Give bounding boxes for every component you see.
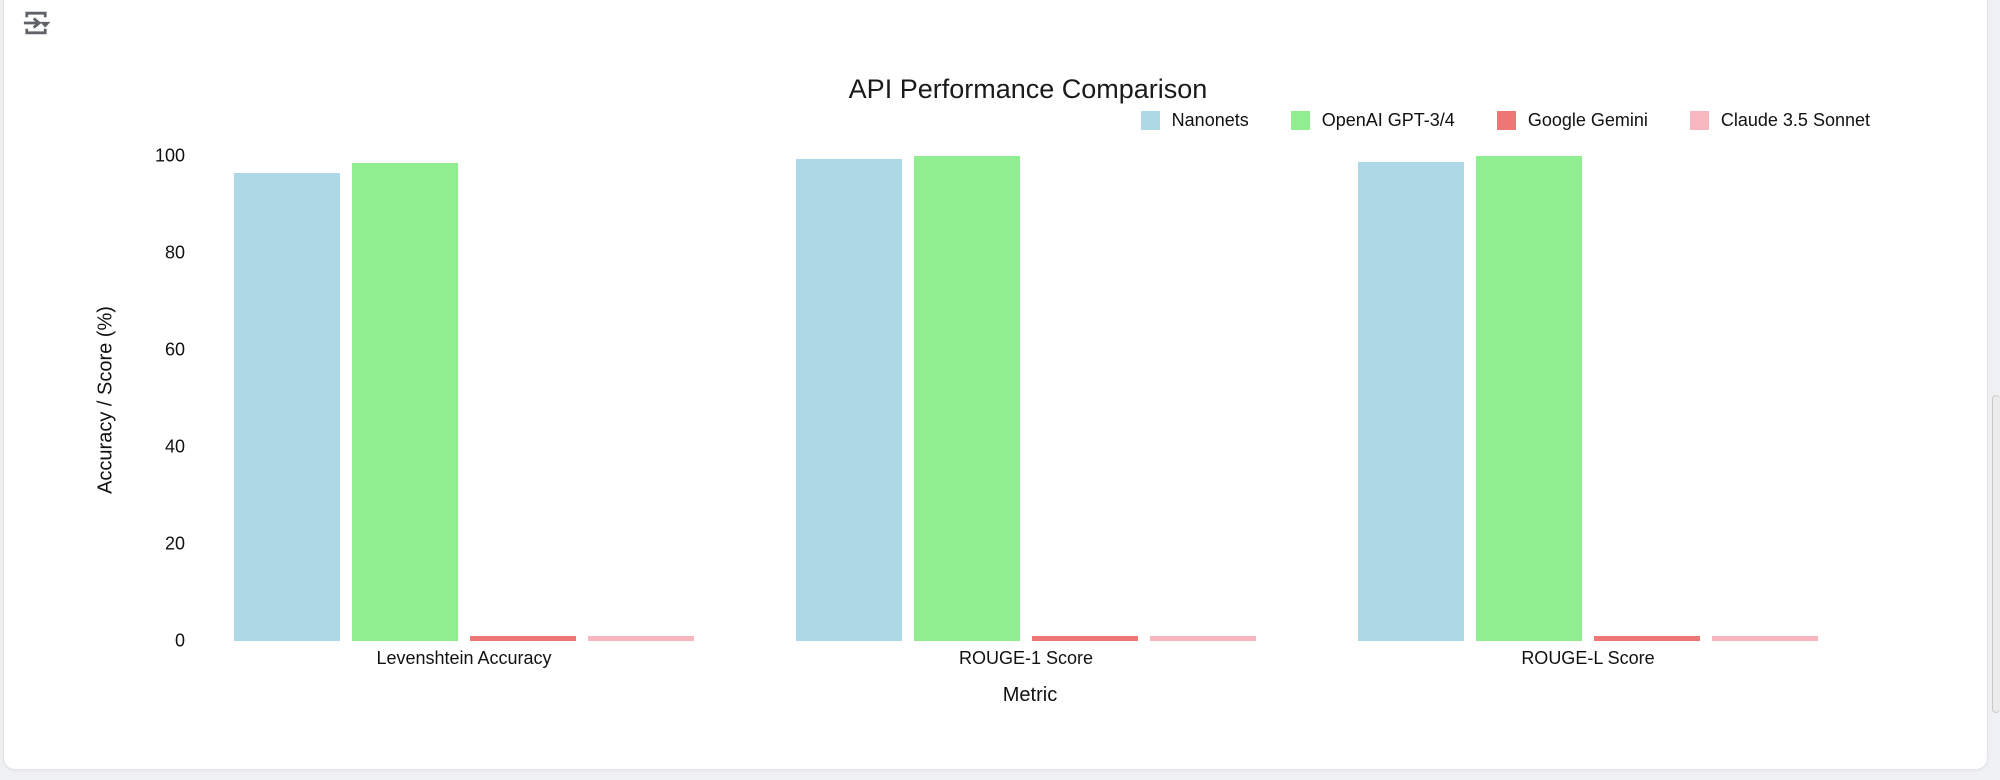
legend-item-openai-gpt-3-4[interactable]: OpenAI GPT-3/4 — [1290, 109, 1455, 131]
bar — [1150, 636, 1256, 641]
bar — [1032, 636, 1138, 641]
legend-swatch — [1290, 110, 1310, 130]
page-scrollbar[interactable] — [1992, 395, 2000, 713]
bar — [914, 156, 1020, 641]
legend-label: OpenAI GPT-3/4 — [1321, 109, 1455, 130]
legend-swatch — [1689, 110, 1709, 130]
bar — [234, 172, 340, 641]
legend-item-google-gemini[interactable]: Google Gemini — [1496, 109, 1648, 131]
x-axis-title: Metric — [1002, 684, 1058, 706]
x-tick-label: ROUGE-L Score — [1521, 648, 1655, 668]
y-axis-title: Accuracy / Score (%) — [94, 306, 117, 494]
y-tick-label: 0 — [174, 630, 185, 651]
y-tick-label: 80 — [164, 242, 185, 263]
bar — [352, 163, 458, 641]
bar — [1712, 636, 1818, 641]
y-tick-label: 40 — [164, 436, 185, 457]
legend-label: Google Gemini — [1527, 109, 1648, 130]
y-tick-label: 20 — [164, 533, 185, 554]
x-tick-label: ROUGE-1 Score — [958, 648, 1094, 668]
y-tick-label: 100 — [154, 145, 185, 166]
chart-legend: Nanonets OpenAI GPT-3/4 Google Gemini Claud… — [1140, 106, 1870, 134]
bar — [470, 636, 576, 641]
bar — [1594, 636, 1700, 641]
insert-run-dropdown-button[interactable] — [18, 4, 54, 42]
x-tick-label: Levenshtein Accuracy — [376, 648, 552, 668]
legend-label: Nanonets — [1171, 109, 1249, 130]
y-tick-label: 60 — [164, 339, 185, 360]
legend-swatch — [1140, 110, 1160, 130]
bar — [796, 159, 902, 641]
bar — [1476, 156, 1582, 641]
insert-run-dropdown-icon — [23, 11, 51, 35]
legend-label: Claude 3.5 Sonnet — [1720, 109, 1870, 130]
bar — [588, 636, 694, 641]
legend-swatch — [1496, 110, 1516, 130]
legend-item-nanonets[interactable]: Nanonets — [1140, 109, 1249, 131]
legend-item-claude-3-5-sonnet[interactable]: Claude 3.5 Sonnet — [1689, 109, 1870, 131]
chart-title: API Performance Comparison — [848, 74, 1208, 104]
bar — [1358, 161, 1464, 641]
